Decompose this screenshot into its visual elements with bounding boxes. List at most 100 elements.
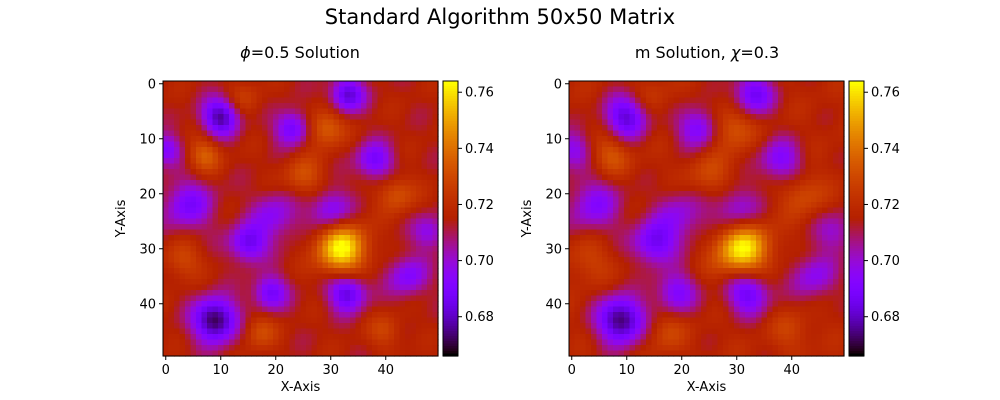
heatmap-cell [833,174,840,181]
heatmap-cell [300,196,307,203]
heatmap-cell [383,240,390,247]
heatmap-cell [794,328,801,335]
heatmap-cell [728,180,735,187]
heatmap-cell [761,114,768,121]
heatmap-cell [273,213,280,220]
heatmap-cell [602,284,609,291]
heatmap-cell [712,169,719,176]
heatmap-cell [311,213,318,220]
heatmap-cell [179,119,186,126]
heatmap-cell [207,295,214,302]
heatmap-cell [706,240,713,247]
heatmap-cell [179,86,186,93]
heatmap-cell [196,125,203,132]
heatmap-cell [179,218,186,225]
heatmap-cell [761,108,768,115]
heatmap-cell [745,136,752,143]
heatmap-cell [580,180,587,187]
heatmap-cell [585,323,592,330]
heatmap-cell [624,202,631,209]
heatmap-cell [701,196,708,203]
heatmap-cell [322,257,329,264]
heatmap-cell [690,136,697,143]
heatmap-cell [646,81,653,88]
heatmap-cell [822,158,829,165]
heatmap-cell [690,130,697,137]
heatmap-cell [416,229,423,236]
heatmap-cell [273,191,280,198]
heatmap-cell [756,273,763,280]
heatmap-cell [684,196,691,203]
heatmap-cell [262,207,269,214]
heatmap-cell [377,257,384,264]
heatmap-cell [673,81,680,88]
heatmap-cell [800,323,807,330]
heatmap-cell [168,202,175,209]
heatmap-cell [322,290,329,297]
heatmap-cell [196,163,203,170]
colorbar-step [443,283,458,287]
heatmap-cell [295,317,302,324]
heatmap-cell [262,334,269,341]
heatmap-cell [772,328,779,335]
heatmap-cell [569,317,576,324]
heatmap-cell [833,207,840,214]
heatmap-cell [772,306,779,313]
heatmap-cell [212,345,219,352]
heatmap-cell [432,141,439,148]
heatmap-cell [317,273,324,280]
colorbar-step [443,348,458,352]
heatmap-cell [372,301,379,308]
heatmap-cell [427,114,434,121]
heatmap-cell [712,86,719,93]
heatmap-cell [372,323,379,330]
heatmap-cell [278,251,285,258]
heatmap-cell [800,273,807,280]
heatmap-cell [163,317,170,324]
heatmap-cell [767,328,774,335]
heatmap-cell [366,119,373,126]
heatmap-cell [262,103,269,110]
heatmap-cell [284,218,291,225]
heatmap-cell [383,235,390,242]
heatmap-cell [816,92,823,99]
heatmap-cell [185,81,192,88]
heatmap-cell [179,345,186,352]
heatmap-cell [701,169,708,176]
heatmap-cell [168,97,175,104]
heatmap-cell [405,257,412,264]
heatmap-cell [410,257,417,264]
heatmap-cell [311,196,318,203]
heatmap-cell [651,328,658,335]
heatmap-cell [580,284,587,291]
heatmap-cell [761,284,768,291]
heatmap-cell [772,125,779,132]
heatmap-cell [163,218,170,225]
heatmap-cell [618,185,625,192]
heatmap-cell [388,328,395,335]
heatmap-cell [646,141,653,148]
heatmap-cell [646,97,653,104]
heatmap-cell [366,92,373,99]
heatmap-cell [322,235,329,242]
heatmap-cell [673,306,680,313]
heatmap-cell [196,141,203,148]
heatmap-cell [679,185,686,192]
heatmap-cell [218,125,225,132]
heatmap-cell [405,218,412,225]
heatmap-cell [339,147,346,154]
heatmap-cell [427,185,434,192]
heatmap-cell [394,196,401,203]
heatmap-cell [607,152,614,159]
colorbar-step [443,148,458,152]
heatmap-cell [596,251,603,258]
heatmap-cell [344,339,351,346]
heatmap-cell [767,81,774,88]
heatmap-cell [712,290,719,297]
heatmap-cell [190,103,197,110]
heatmap-cell [262,147,269,154]
heatmap-cell [717,169,724,176]
heatmap-cell [245,328,252,335]
heatmap-cell [168,191,175,198]
